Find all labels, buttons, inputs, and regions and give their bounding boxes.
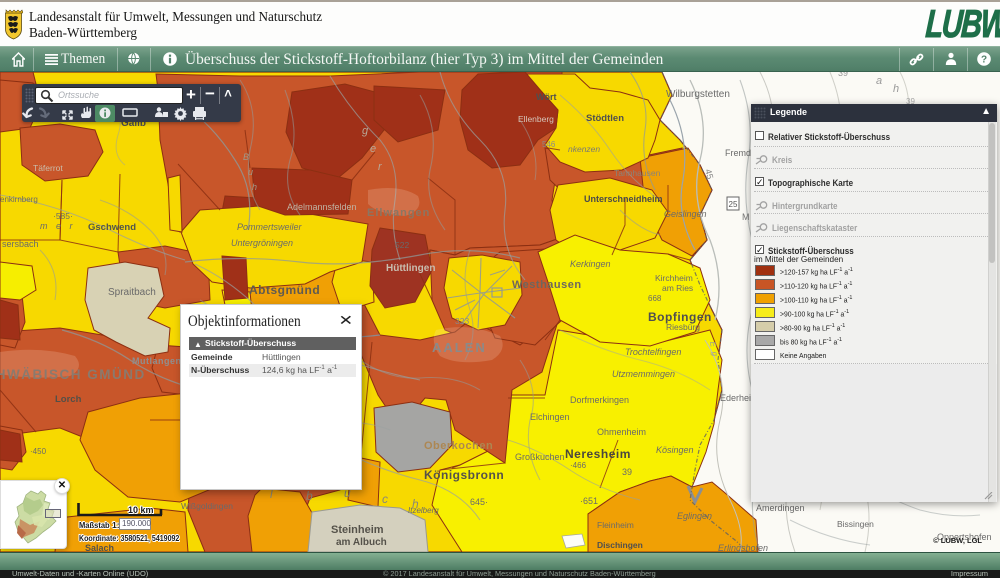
svg-text:enkirnberg: enkirnberg [0, 195, 38, 204]
svg-text:M: M [742, 212, 750, 222]
svg-text:Geislingen: Geislingen [664, 209, 707, 219]
svg-text:Erlingshofen: Erlingshofen [718, 543, 768, 552]
svg-text:645·: 645· [470, 497, 488, 507]
svg-text:323: 323 [455, 316, 469, 326]
svg-text:546: 546 [542, 140, 556, 149]
svg-text:SCHWÄBISCH GMÜND: SCHWÄBISCH GMÜND [0, 367, 146, 382]
svg-text:e: e [370, 143, 376, 155]
svg-text:Steinheim: Steinheim [331, 524, 384, 536]
svg-text:Neresheim: Neresheim [565, 447, 631, 461]
svg-text:Tannhausen: Tannhausen [614, 168, 661, 178]
svg-text:?: ? [981, 55, 987, 66]
svg-text:Abtsgmünd: Abtsgmünd [249, 283, 320, 297]
svg-text:Dischingen: Dischingen [597, 540, 643, 550]
svg-text:u: u [344, 486, 351, 500]
svg-text:Fremd: Fremd [725, 148, 751, 158]
svg-text:Dorfmerkingen: Dorfmerkingen [570, 395, 629, 405]
svg-text:sersbach: sersbach [2, 239, 39, 249]
svg-text:Itzelberg: Itzelberg [408, 506, 439, 515]
svg-text:Trochtelfingen: Trochtelfingen [625, 347, 681, 357]
svg-text:Adelmannsfelden: Adelmannsfelden [287, 202, 357, 212]
svg-text:Mutlangen: Mutlangen [132, 356, 182, 366]
svg-text:c: c [382, 492, 388, 506]
svg-text:Großkuchen: Großkuchen [515, 452, 565, 462]
svg-text:Stödtlen: Stödtlen [586, 113, 624, 124]
svg-text:Wilburgstetten: Wilburgstetten [666, 89, 730, 100]
svg-text:·585·: ·585· [53, 211, 73, 221]
svg-text:Wißgoldingen: Wißgoldingen [181, 501, 233, 511]
svg-text:Bissingen: Bissingen [837, 519, 874, 529]
svg-text:25: 25 [729, 200, 738, 209]
svg-text:Spraitbach: Spraitbach [108, 287, 156, 298]
svg-text:45: 45 [703, 168, 715, 180]
svg-text:r: r [378, 161, 383, 173]
svg-text:am Ries: am Ries [662, 283, 693, 293]
svg-text:Kirchheim: Kirchheim [655, 273, 693, 283]
svg-text:·466: ·466 [570, 461, 587, 470]
svg-text:Utzmemmingen: Utzmemmingen [612, 369, 675, 379]
svg-text:l: l [270, 487, 273, 501]
svg-text:Eglingen: Eglingen [677, 511, 712, 521]
svg-text:B: B [243, 152, 249, 162]
svg-text:39: 39 [838, 72, 848, 78]
svg-text:Ederheim: Ederheim [720, 393, 759, 403]
svg-text:u: u [248, 167, 253, 177]
svg-text:Wört: Wört [536, 92, 557, 102]
svg-text:b: b [306, 489, 313, 503]
svg-text:39: 39 [906, 97, 915, 106]
svg-text:Oppertshofen: Oppertshofen [937, 532, 992, 542]
svg-text:am Albuch: am Albuch [336, 537, 387, 548]
svg-text:·651: ·651 [580, 496, 598, 506]
svg-text:Pommertsweiler: Pommertsweiler [237, 222, 303, 232]
svg-text:h: h [252, 182, 257, 192]
svg-text:·450: ·450 [30, 447, 47, 456]
svg-text:Kerkingen: Kerkingen [570, 259, 611, 269]
svg-text:Amerdingen: Amerdingen [756, 503, 805, 513]
svg-text:Ellenberg: Ellenberg [518, 114, 554, 124]
svg-text:Elchingen: Elchingen [530, 412, 570, 422]
svg-text:Riesbürg: Riesbürg [666, 322, 700, 332]
svg-text:668: 668 [648, 294, 662, 303]
svg-text:Unterschneidheim: Unterschneidheim [584, 194, 663, 204]
svg-text:h: h [412, 497, 419, 511]
svg-text:Ellwangen: Ellwangen [367, 207, 430, 219]
svg-text:Oberkochen: Oberkochen [424, 440, 493, 452]
svg-text:E: E [708, 341, 718, 348]
svg-text:Lorch: Lorch [55, 394, 82, 405]
svg-text:Ohmenheim: Ohmenheim [597, 427, 646, 437]
svg-text:Kösingen: Kösingen [656, 445, 694, 455]
svg-text:Täferrot: Täferrot [33, 163, 63, 173]
svg-text:39: 39 [622, 467, 632, 477]
svg-text:Bopfingen: Bopfingen [648, 310, 712, 324]
svg-text:Gallb: Gallb [121, 118, 146, 129]
svg-text:g: g [362, 125, 369, 137]
svg-text:h: h [893, 83, 899, 95]
svg-text:Königsbronn: Königsbronn [424, 468, 504, 482]
svg-text:a: a [876, 75, 882, 87]
svg-text:Salach: Salach [85, 543, 114, 552]
svg-text:Untergröningen: Untergröningen [231, 238, 293, 248]
svg-text:Hüttlingen: Hüttlingen [386, 263, 435, 274]
svg-text:Fleinheim: Fleinheim [597, 520, 634, 530]
svg-text:522: 522 [395, 240, 409, 250]
svg-text:g: g [710, 351, 720, 357]
svg-text:nkenzen: nkenzen [568, 144, 600, 154]
svg-text:Gschwend: Gschwend [88, 222, 136, 233]
svg-text:AALEN: AALEN [432, 340, 487, 355]
svg-text:m e r: m e r [40, 221, 76, 231]
svg-text:Westhausen: Westhausen [512, 279, 582, 291]
